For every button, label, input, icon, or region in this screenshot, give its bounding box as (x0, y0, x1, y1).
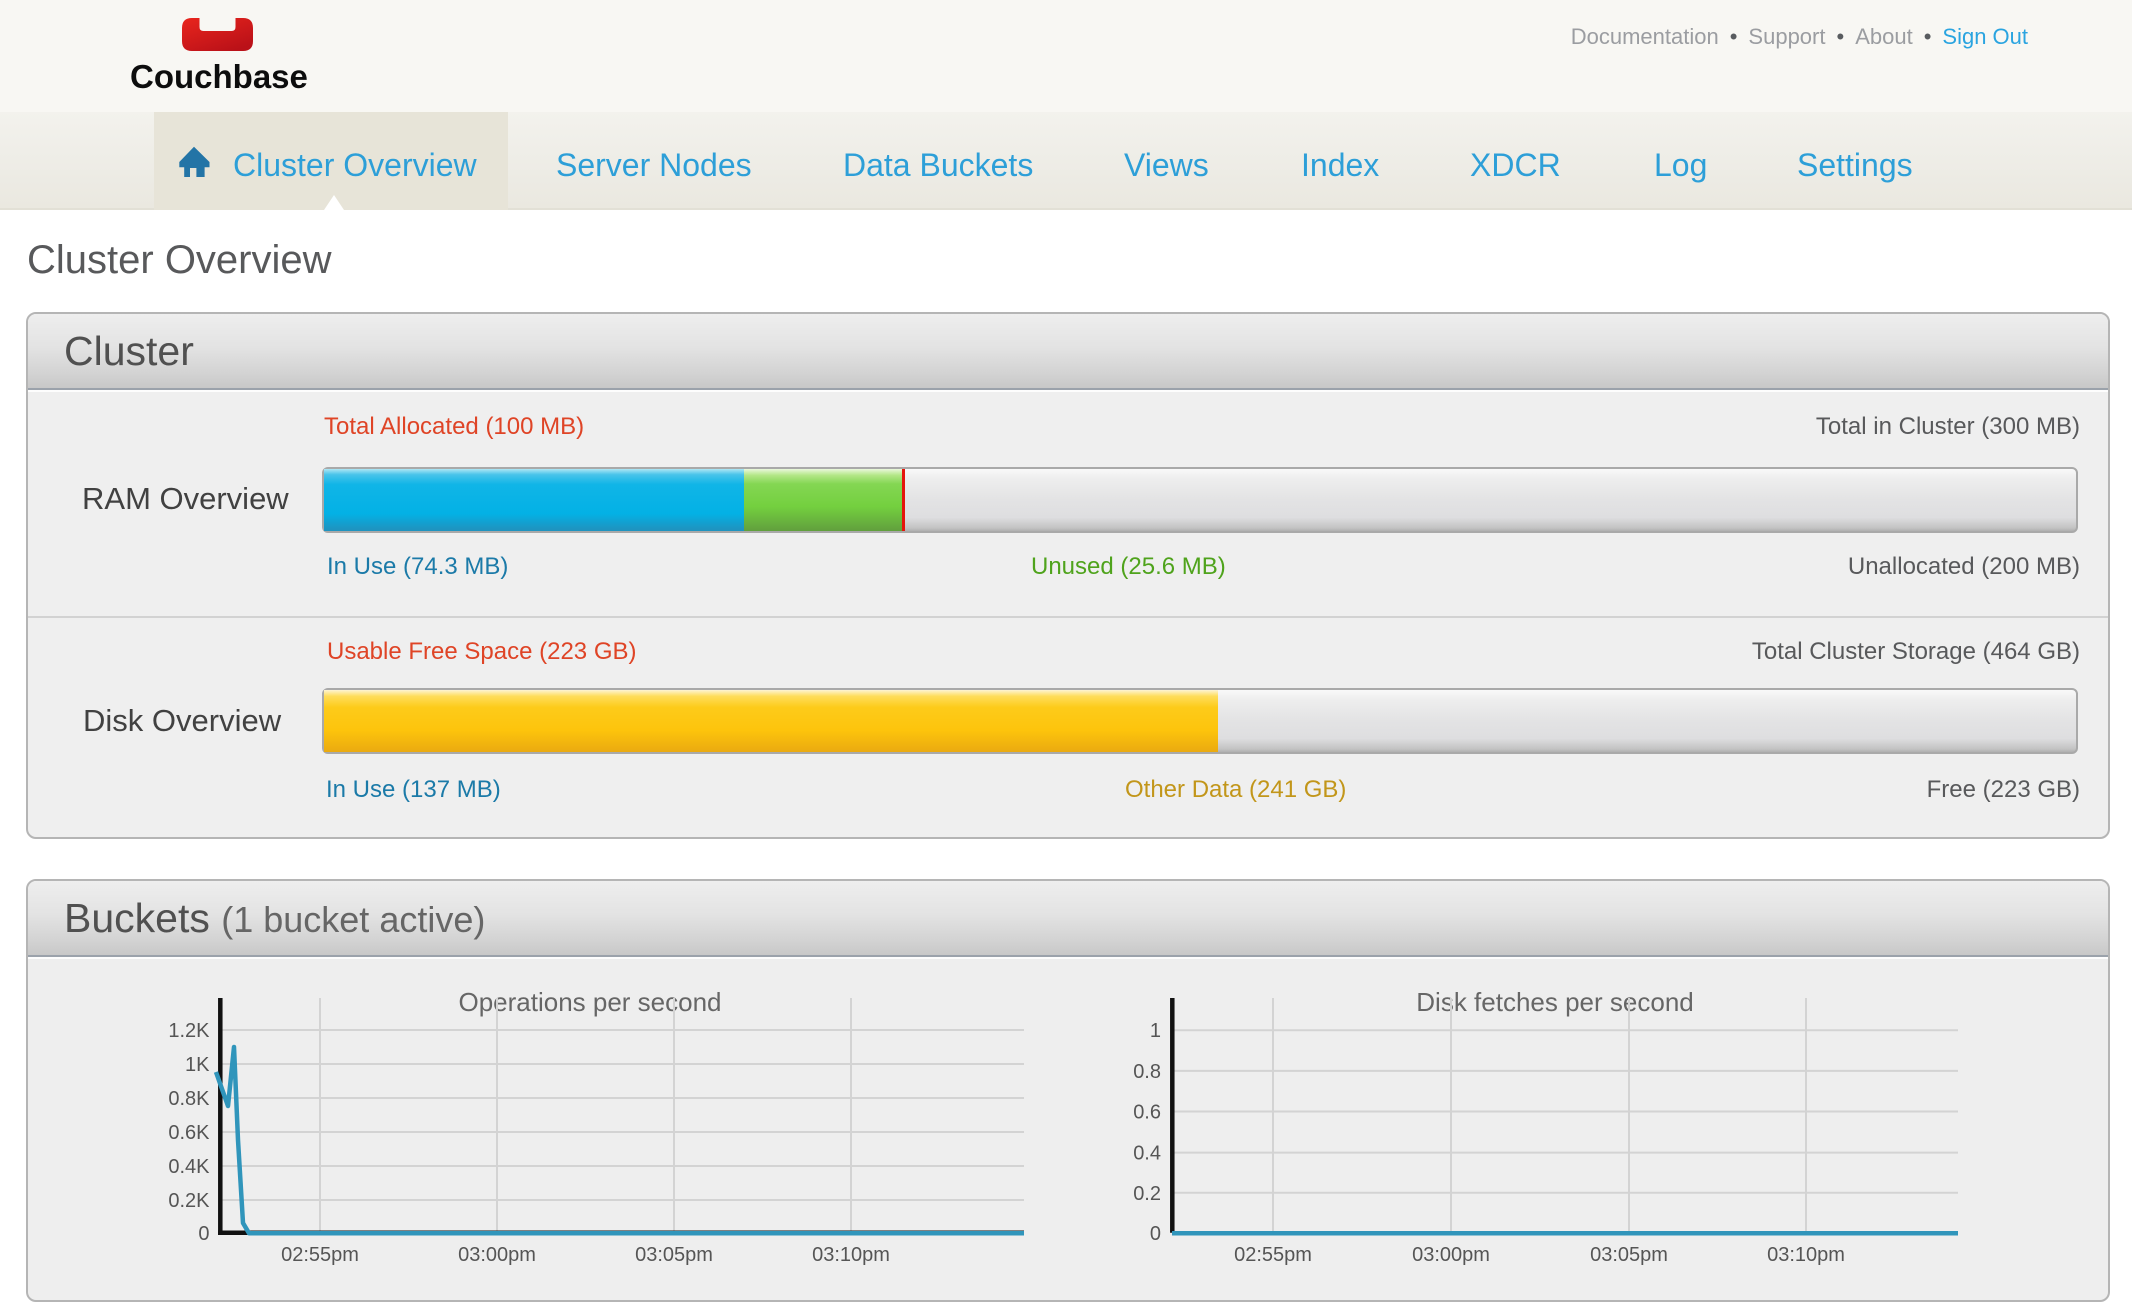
svg-text:0: 0 (198, 1223, 209, 1245)
svg-text:1.2K: 1.2K (168, 1020, 210, 1042)
svg-text:0.2K: 0.2K (168, 1190, 210, 1212)
svg-text:03:10pm: 03:10pm (1767, 1244, 1845, 1266)
svg-text:03:00pm: 03:00pm (458, 1244, 536, 1266)
svg-text:03:05pm: 03:05pm (635, 1244, 713, 1266)
svg-text:0.4K: 0.4K (168, 1156, 210, 1178)
svg-text:0.6: 0.6 (1133, 1102, 1161, 1124)
svg-text:03:00pm: 03:00pm (1412, 1244, 1490, 1266)
svg-text:03:05pm: 03:05pm (1590, 1244, 1668, 1266)
svg-text:0: 0 (1150, 1223, 1161, 1245)
svg-text:0.2: 0.2 (1133, 1183, 1161, 1205)
svg-text:03:10pm: 03:10pm (812, 1244, 890, 1266)
svg-text:1K: 1K (185, 1054, 210, 1076)
svg-text:02:55pm: 02:55pm (281, 1244, 359, 1266)
svg-text:0.8: 0.8 (1133, 1061, 1161, 1083)
svg-text:0.6K: 0.6K (168, 1122, 210, 1144)
svg-text:02:55pm: 02:55pm (1234, 1244, 1312, 1266)
svg-text:1: 1 (1150, 1020, 1161, 1042)
svg-text:0.4: 0.4 (1133, 1143, 1161, 1165)
svg-text:0.8K: 0.8K (168, 1088, 210, 1110)
